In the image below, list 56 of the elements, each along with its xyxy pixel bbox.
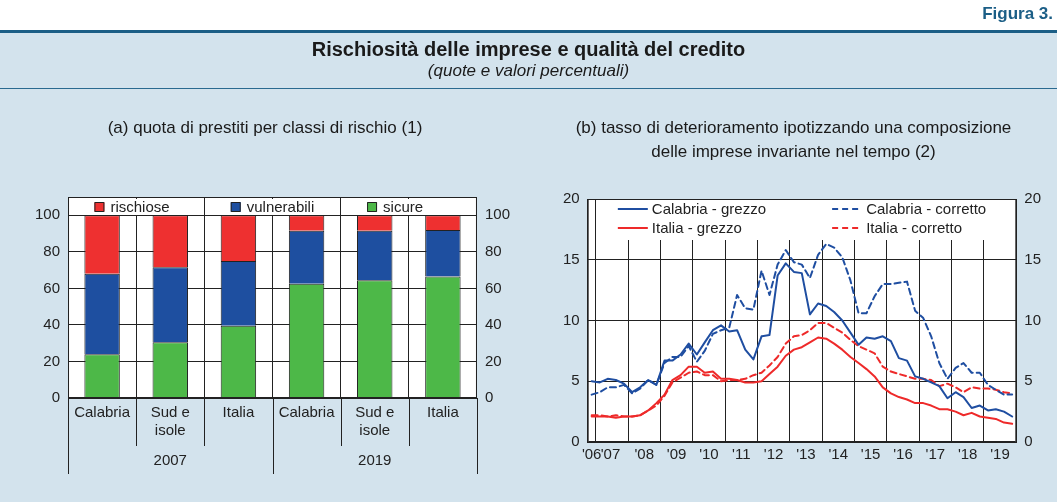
y-tick-label: 60: [43, 278, 61, 296]
legend-label: vulnerabili: [246, 198, 315, 216]
text: Rischiosità delle imprese e qualità del credito: [310, 38, 747, 61]
x-tick-label: '17: [925, 445, 946, 463]
x-tick-label: Sud e isole: [355, 403, 395, 439]
y-tick-label: 5: [571, 371, 580, 389]
x-tick-label: '06: [581, 445, 602, 463]
text: (quote e valori percentuali): [426, 61, 631, 81]
y2-tick-label: 10: [1024, 310, 1041, 328]
y-tick-label: 0: [571, 432, 580, 450]
x-tick-label: Italia: [222, 403, 255, 421]
legend-label: Italia - grezzo: [651, 219, 742, 237]
y2-tick-label: 20: [484, 351, 502, 369]
y-tick-label: 100: [35, 205, 61, 223]
chart-title: (a) quota di prestiti per classi di rischio (1): [106, 117, 424, 139]
legend-label: Calabria - grezzo: [651, 200, 767, 218]
y2-tick-label: 15: [1024, 249, 1041, 267]
y2-tick-label: 40: [484, 315, 502, 333]
x-tick-label: '16: [893, 445, 913, 463]
x-tick-label: '12: [763, 445, 784, 463]
x-tick-label: '15: [860, 445, 881, 463]
x-tick-label: Calabria: [74, 403, 131, 421]
y-tick-label: 20: [43, 351, 61, 369]
x-tick-label: '08: [634, 445, 655, 463]
legend-label: rischiose: [110, 198, 170, 216]
text: Figura 3.: [982, 4, 1053, 24]
x-tick-label: '18: [957, 445, 978, 463]
y2-tick-label: 80: [484, 241, 502, 259]
x-tick-label: '10: [699, 445, 719, 463]
y-tick-label: 20: [563, 189, 580, 207]
y-tick-label: 40: [43, 315, 61, 333]
y2-tick-label: 0: [484, 388, 494, 406]
x-tick-label: '07: [600, 445, 621, 463]
y2-tick-label: 60: [484, 278, 502, 296]
legend-label: Calabria - corretto: [866, 200, 987, 218]
y-tick-label: 15: [563, 249, 580, 267]
x-tick-label: '19: [990, 445, 1010, 463]
y2-tick-label: 0: [1024, 432, 1033, 450]
y-tick-label: 80: [43, 241, 61, 259]
x-tick-label: Italia: [427, 403, 460, 421]
x-tick-label: '14: [828, 445, 849, 463]
x-tick-label: Sud e isole: [150, 403, 190, 439]
y-tick-label: 10: [563, 310, 580, 328]
x-tick-label: '09: [666, 445, 687, 463]
x-tick-label: '13: [796, 445, 816, 463]
y2-tick-label: 5: [1024, 371, 1033, 389]
x-tick-label: Calabria: [278, 403, 336, 421]
y2-tick-label: 20: [1024, 189, 1041, 207]
legend-label: sicure: [383, 198, 424, 216]
text: 2019: [358, 451, 392, 469]
x-tick-label: '11: [732, 445, 751, 463]
text: 2007: [153, 451, 187, 469]
legend-label: Italia - corretto: [866, 219, 963, 237]
y-tick-label: 0: [51, 388, 61, 406]
y2-tick-label: 100: [484, 205, 510, 223]
chart-title: (b) tasso di deterioramento ipotizzando una composizione delle imprese invariante nel tempo (2): [574, 117, 1013, 163]
